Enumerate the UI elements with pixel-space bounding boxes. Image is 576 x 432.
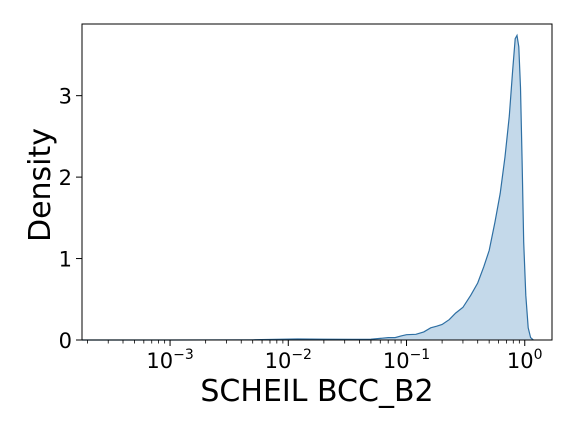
y-axis-label: Density [23, 128, 58, 242]
x-tick-base: 10 [265, 349, 292, 373]
density-line-0 [82, 33, 534, 341]
x-tick-label: 100 [507, 347, 543, 373]
x-tick-exponent: −1 [410, 347, 431, 363]
y-tick-label: 0 [59, 329, 72, 353]
x-axis-ticks: 10−3 10−2 10−1 100 [87, 340, 543, 373]
x-tick-exponent: −2 [291, 347, 312, 363]
y-tick-label: 3 [59, 85, 72, 109]
x-tick-label: 10−2 [265, 347, 312, 373]
x-tick-base: 10 [383, 349, 410, 373]
x-tick-base: 10 [146, 349, 173, 373]
x-tick-exponent: 0 [534, 347, 543, 363]
x-tick-label: 10−1 [383, 347, 430, 373]
y-axis-ticks: 0 1 2 3 [59, 85, 82, 353]
x-tick-exponent: −3 [173, 347, 194, 363]
x-tick-label: 10−3 [146, 347, 193, 373]
density-area-0 [82, 35, 534, 341]
plot-frame [81, 23, 553, 341]
x-axis-label: SCHEIL BCC_B2 [200, 374, 433, 409]
y-tick-label: 1 [59, 248, 72, 272]
x-tick-base: 10 [507, 349, 534, 373]
y-tick-label: 2 [59, 166, 72, 190]
chart-marks [82, 33, 534, 341]
